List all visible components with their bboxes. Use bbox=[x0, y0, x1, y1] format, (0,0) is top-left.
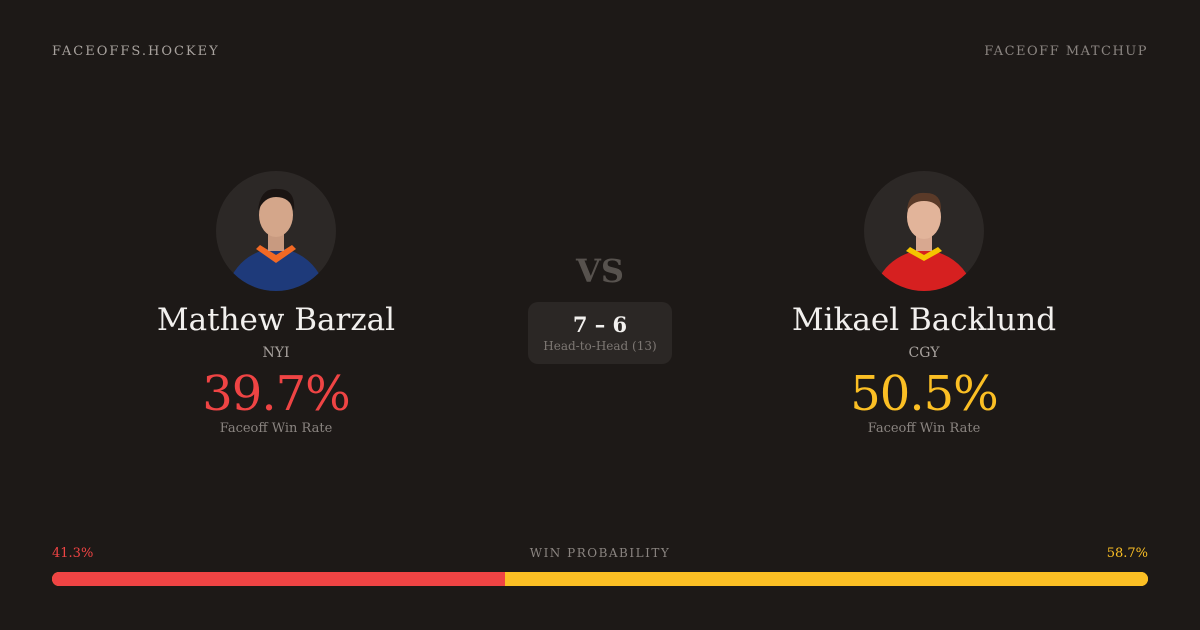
win-probability-label: WIN PROBABILITY bbox=[529, 546, 671, 560]
left-win-probability: 41.3% bbox=[52, 546, 94, 561]
win-rate-label: Faceoff Win Rate bbox=[867, 421, 981, 436]
site-brand[interactable]: FACEOFFS.HOCKEY bbox=[52, 44, 220, 59]
faceoff-win-rate: 50.5% bbox=[850, 366, 998, 422]
player-name: Mikael Backlund bbox=[791, 302, 1057, 338]
faceoff-win-rate: 39.7% bbox=[202, 366, 350, 422]
player-team: NYI bbox=[262, 345, 290, 361]
player-avatar bbox=[216, 171, 336, 291]
head-to-head-card: 7 – 6 Head-to-Head (13) bbox=[528, 302, 672, 364]
player-name: Mathew Barzal bbox=[156, 302, 396, 338]
head-to-head-label: Head-to-Head (13) bbox=[543, 339, 657, 353]
player-photo-icon bbox=[874, 192, 974, 291]
left-probability-fill bbox=[52, 572, 505, 586]
right-win-probability: 58.7% bbox=[1106, 546, 1148, 561]
win-rate-label: Faceoff Win Rate bbox=[219, 421, 333, 436]
player-photo-icon bbox=[226, 188, 326, 291]
player-avatar bbox=[864, 171, 984, 291]
player-team: CGY bbox=[908, 345, 940, 361]
head-to-head-score: 7 – 6 bbox=[572, 312, 628, 337]
win-probability-bar bbox=[52, 572, 1148, 586]
player-left: Mathew Barzal NYI 39.7% Faceoff Win Rate bbox=[66, 171, 486, 436]
right-probability-fill bbox=[504, 572, 1148, 586]
vs-label: VS bbox=[576, 252, 624, 290]
page-tag: FACEOFF MATCHUP bbox=[984, 44, 1148, 59]
player-right: Mikael Backlund CGY 50.5% Faceoff Win Ra… bbox=[714, 171, 1134, 436]
